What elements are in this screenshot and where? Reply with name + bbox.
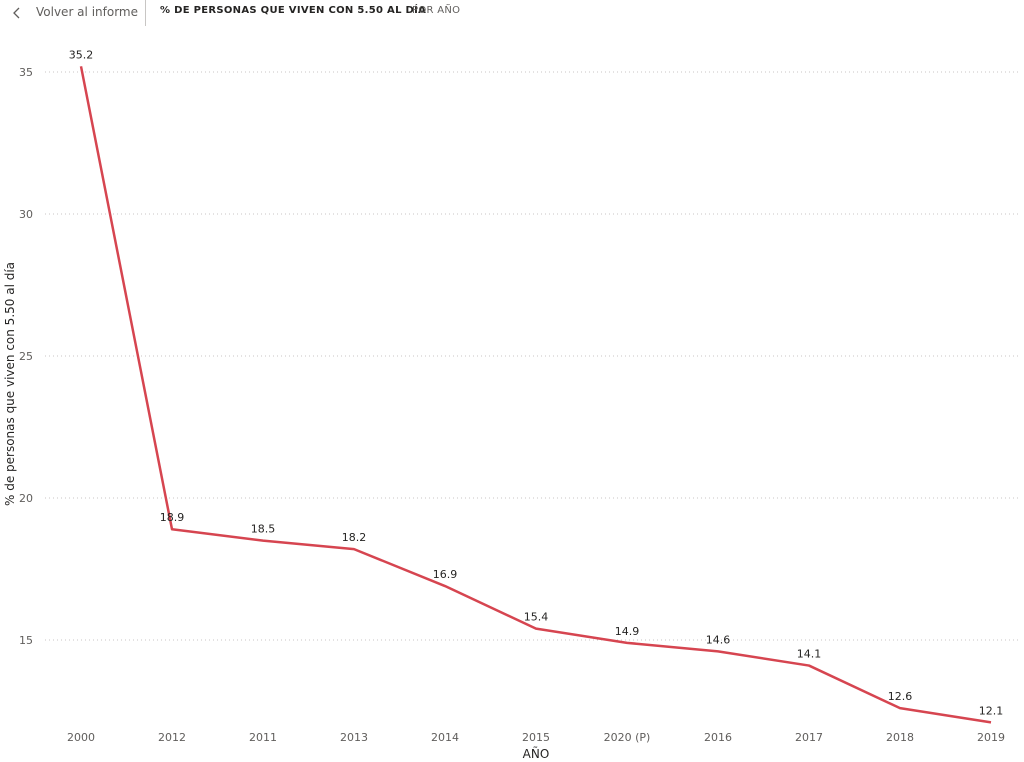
- top-bar: Volver al informe % DE PERSONAS QUE VIVE…: [0, 0, 1024, 26]
- gridlines: [45, 71, 1020, 641]
- x-tick-label: 2019: [977, 731, 1005, 744]
- data-label: 14.9: [615, 625, 640, 638]
- visual-subtitle: POR AÑO: [412, 5, 461, 16]
- x-tick-label: 2000: [67, 731, 95, 744]
- data-label: 18.9: [160, 511, 185, 524]
- data-label: 35.2: [69, 48, 94, 61]
- x-tick-label: 2014: [431, 731, 459, 744]
- x-tick-label: 2013: [340, 731, 368, 744]
- x-tick-label: 2011: [249, 731, 277, 744]
- data-label: 18.2: [342, 531, 367, 544]
- data-label: 18.5: [251, 523, 276, 536]
- data-label: 12.6: [888, 690, 913, 703]
- series-line-group: [79, 66, 992, 724]
- y-tick-label: 25: [19, 350, 33, 363]
- data-label: 14.6: [706, 633, 731, 646]
- x-tick-label: 2017: [795, 731, 823, 744]
- y-axis-title: % de personas que viven con 5.50 al día: [3, 262, 17, 506]
- data-label: 15.4: [524, 611, 549, 624]
- y-axis-ticks: 15 20 25 30 35: [19, 66, 33, 647]
- x-tick-label: 2015: [522, 731, 550, 744]
- x-tick-label: 2020 (P): [604, 731, 651, 744]
- y-tick-label: 20: [19, 492, 33, 505]
- data-label: 16.9: [433, 568, 458, 581]
- y-tick-label: 30: [19, 208, 33, 221]
- x-axis-title: AÑO: [523, 746, 550, 761]
- x-axis-ticks: 2000 2012 2011 2013 2014 2015 2020 (P) 2016 2017…: [67, 731, 1005, 744]
- x-tick-label: 2016: [704, 731, 732, 744]
- x-tick-label: 2012: [158, 731, 186, 744]
- chevron-left-icon: [10, 5, 24, 19]
- y-tick-label: 35: [19, 66, 33, 79]
- x-tick-label: 2018: [886, 731, 914, 744]
- back-label: Volver al informe: [36, 5, 138, 19]
- back-to-report-button[interactable]: Volver al informe: [10, 2, 138, 22]
- data-label: 12.1: [979, 704, 1004, 717]
- data-label: 14.1: [797, 648, 822, 661]
- y-tick-label: 15: [19, 634, 33, 647]
- data-labels: 35.2 18.9 18.5 18.2 16.9 15.4 14.9 14.6 14.1 12.6…: [69, 48, 1004, 717]
- header-divider: [145, 0, 146, 26]
- visual-title: % DE PERSONAS QUE VIVEN CON 5.50 AL DÍA: [160, 5, 427, 16]
- series-line: [79, 66, 992, 724]
